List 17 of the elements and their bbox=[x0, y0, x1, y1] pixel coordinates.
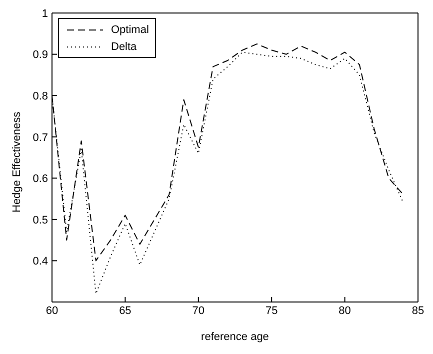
x-tick-label: 70 bbox=[192, 304, 205, 317]
x-tick-label: 75 bbox=[265, 304, 278, 317]
y-tick-label: 0.4 bbox=[32, 256, 48, 268]
legend-label: Optimal bbox=[111, 24, 149, 36]
legend-label: Delta bbox=[111, 40, 137, 52]
y-tick-label: 0.9 bbox=[32, 49, 48, 62]
x-axis-title: reference age bbox=[201, 331, 269, 343]
y-tick-label: 0.5 bbox=[32, 214, 48, 226]
y-axis-title: Hedge Effectiveness bbox=[10, 111, 23, 212]
y-tick-label: 0.7 bbox=[32, 132, 48, 144]
x-tick-label: 85 bbox=[412, 304, 424, 317]
y-tick-label: 0.6 bbox=[32, 173, 48, 186]
y-tick-label: 0.8 bbox=[32, 90, 48, 102]
x-tick-label: 80 bbox=[338, 304, 351, 317]
x-tick-label: 65 bbox=[119, 304, 132, 317]
y-tick-label: 1 bbox=[42, 8, 48, 20]
x-tick-label: 60 bbox=[46, 304, 58, 317]
